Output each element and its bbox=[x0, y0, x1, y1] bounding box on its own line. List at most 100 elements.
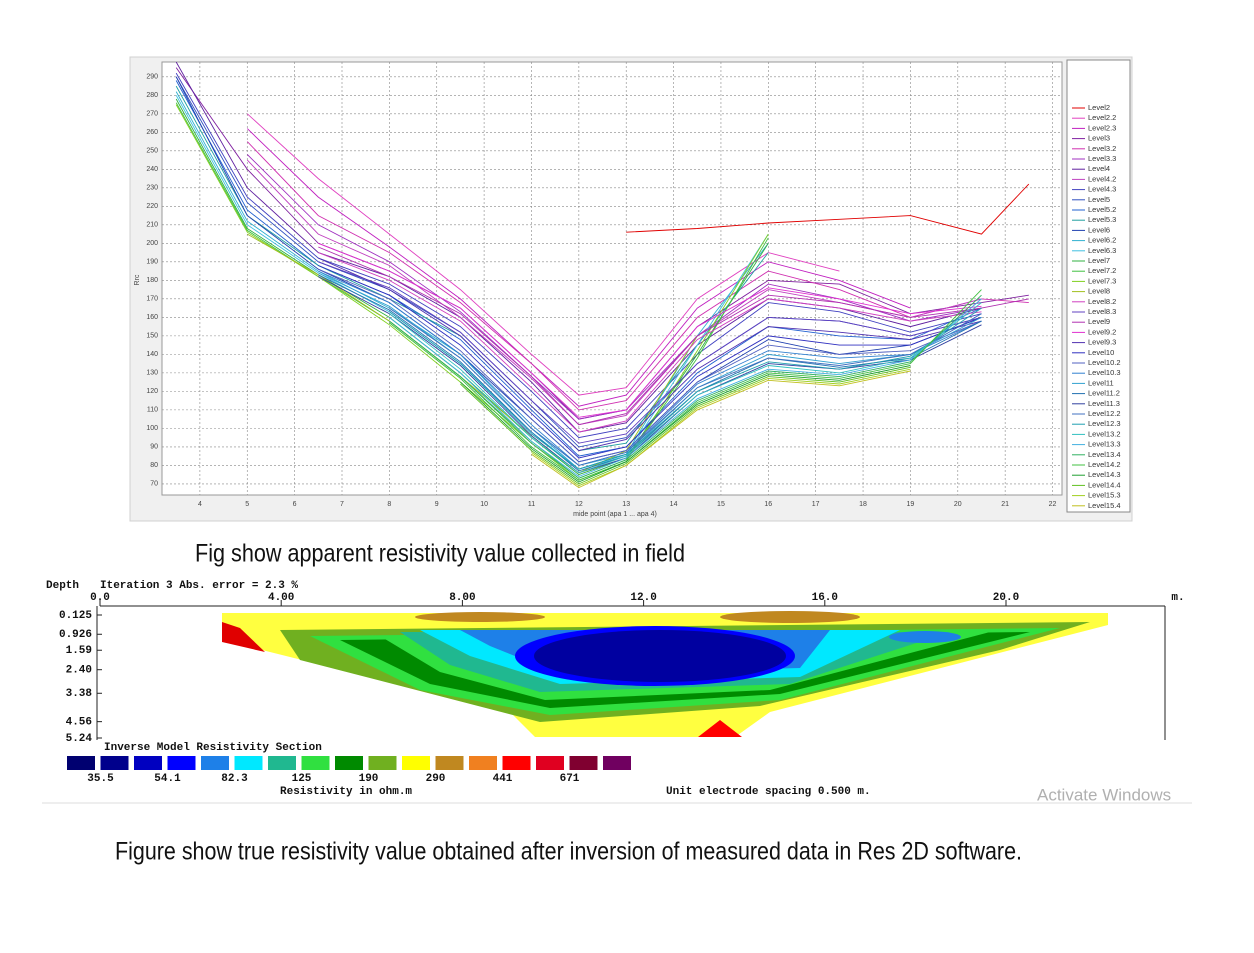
y-tick-label: 260 bbox=[146, 129, 158, 136]
color-swatch bbox=[201, 756, 229, 770]
y-tick-label: 230 bbox=[146, 185, 158, 192]
y-tick-label: 130 bbox=[146, 370, 158, 377]
scale-label: 82.3 bbox=[221, 773, 248, 785]
y-tick-label: 80 bbox=[150, 462, 158, 469]
y-tick-label: 190 bbox=[146, 259, 158, 266]
data-line bbox=[175, 91, 769, 466]
x-tick-label: 19 bbox=[907, 501, 915, 508]
band bbox=[534, 630, 786, 682]
data-line bbox=[389, 307, 982, 466]
x-tick-label: 11 bbox=[528, 501, 535, 508]
legend-label: Level7.3 bbox=[1088, 276, 1116, 285]
data-line bbox=[460, 365, 911, 483]
legend-label: Level9 bbox=[1088, 317, 1110, 326]
legend-label: Level8.3 bbox=[1088, 307, 1116, 316]
legend-label: Level11.3 bbox=[1088, 399, 1120, 408]
y-tick-label: 200 bbox=[146, 240, 158, 247]
legend-label: Level9.3 bbox=[1088, 338, 1116, 347]
x-tick-label: 8.00 bbox=[449, 592, 475, 604]
color-swatch bbox=[502, 756, 531, 770]
legend-label: Level14.2 bbox=[1088, 460, 1121, 469]
legend-label: Level13.2 bbox=[1088, 429, 1121, 438]
legend-label: Level5.3 bbox=[1088, 215, 1116, 224]
scale-label: 290 bbox=[426, 773, 446, 785]
x-tick-label: 12 bbox=[575, 501, 583, 508]
depth-tick-label: 2.40 bbox=[66, 665, 92, 677]
legend-label: Level4.3 bbox=[1088, 185, 1116, 194]
legend-box bbox=[1066, 59, 1131, 513]
color-swatch bbox=[368, 756, 397, 770]
data-line bbox=[531, 368, 911, 487]
legend-label: Level10.3 bbox=[1088, 368, 1121, 377]
color-swatch bbox=[335, 756, 363, 770]
legend-label: Level13.4 bbox=[1088, 450, 1121, 459]
depth-label: Depth bbox=[46, 580, 79, 592]
legend-label: Level7.2 bbox=[1088, 266, 1116, 275]
color-swatch bbox=[603, 756, 631, 770]
x-tick-label: 9 bbox=[435, 501, 439, 508]
y-tick-label: 110 bbox=[147, 407, 158, 414]
y-tick-label: 160 bbox=[146, 314, 158, 321]
x-tick-label: 22 bbox=[1049, 501, 1057, 508]
legend-label: Level3.3 bbox=[1088, 154, 1116, 163]
data-line bbox=[175, 95, 769, 470]
y-tick-label: 120 bbox=[146, 388, 158, 395]
x-tick-label: 14 bbox=[670, 501, 678, 508]
legend-label: Level6 bbox=[1088, 225, 1110, 234]
x-unit: m. bbox=[1171, 592, 1184, 604]
y-tick-label: 100 bbox=[146, 425, 158, 432]
legend-label: Level7 bbox=[1088, 256, 1110, 265]
legend-label: Level10.2 bbox=[1088, 358, 1121, 367]
watermark: Activate Windows bbox=[1037, 785, 1171, 804]
color-swatch bbox=[469, 756, 497, 770]
data-line bbox=[318, 261, 982, 444]
legend-label: Level15.4 bbox=[1088, 501, 1121, 510]
color-swatch bbox=[536, 756, 564, 770]
depth-tick-label: 5.24 bbox=[66, 733, 93, 745]
legend-label: Level8.2 bbox=[1088, 297, 1116, 306]
legend-label: Level3.2 bbox=[1088, 144, 1116, 153]
legend-label: Level4.2 bbox=[1088, 174, 1116, 183]
x-tick-label: 7 bbox=[340, 501, 344, 508]
x-tick-label: 4 bbox=[198, 501, 202, 508]
iteration: Iteration 3 Abs. error = 2.3 % bbox=[100, 580, 298, 592]
depth-tick-label: 3.38 bbox=[66, 688, 93, 700]
data-line bbox=[318, 242, 982, 418]
legend-label: Level12.3 bbox=[1088, 419, 1121, 428]
scale-label: 441 bbox=[493, 773, 513, 785]
y-tick-label: 210 bbox=[146, 222, 158, 229]
section-image bbox=[42, 605, 1192, 804]
y-tick-label: 180 bbox=[146, 277, 158, 284]
legend-label: Level11.2 bbox=[1088, 389, 1120, 398]
legend-label: Level11 bbox=[1088, 378, 1114, 387]
legend-label: Level14.4 bbox=[1088, 480, 1121, 489]
x-tick-label: 5 bbox=[245, 501, 249, 508]
x-tick-label: 0.0 bbox=[90, 592, 110, 604]
x-tick-label: 16 bbox=[764, 501, 772, 508]
legend-label: Level3 bbox=[1088, 134, 1110, 143]
legend-label: Level6.2 bbox=[1088, 236, 1116, 245]
scale-label: 671 bbox=[560, 773, 580, 785]
caption: Figure show true resistivity value obtai… bbox=[115, 838, 1022, 866]
spacing: Unit electrode spacing 0.500 m. bbox=[666, 786, 871, 798]
y-tick-label: 140 bbox=[146, 351, 158, 358]
legend-label: Level10 bbox=[1088, 348, 1114, 357]
legend-label: Level15.3 bbox=[1088, 491, 1121, 500]
data-line bbox=[389, 294, 982, 479]
color-swatch bbox=[134, 756, 162, 770]
data-line bbox=[246, 128, 911, 407]
y-tick-label: 280 bbox=[146, 92, 158, 99]
x-tick-label: 18 bbox=[859, 501, 867, 508]
data-line bbox=[460, 366, 911, 485]
depth-tick-label: 4.56 bbox=[66, 717, 92, 729]
caption: Fig show apparent resistivity value coll… bbox=[195, 540, 685, 568]
y-tick-label: 170 bbox=[146, 296, 158, 303]
legend-label: Level2 bbox=[1088, 103, 1110, 112]
x-tick-label: 20.0 bbox=[993, 592, 1019, 604]
legend-label: Level9.2 bbox=[1088, 327, 1116, 336]
x-tick-label: 21 bbox=[1001, 501, 1009, 508]
data-line bbox=[389, 298, 982, 478]
legend-label: Level5 bbox=[1088, 195, 1110, 204]
band bbox=[415, 612, 545, 622]
x-tick-label: 6 bbox=[293, 501, 297, 508]
